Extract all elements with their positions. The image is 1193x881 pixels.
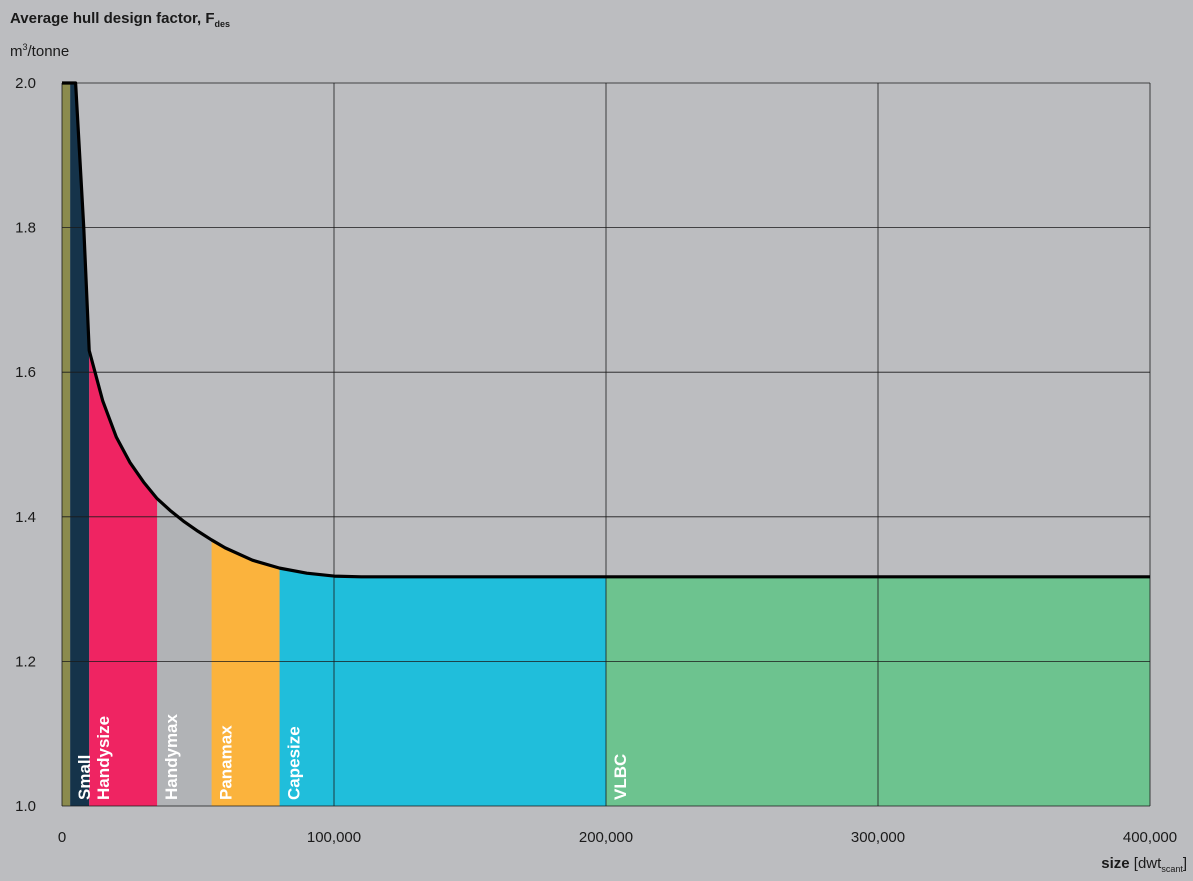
chart-title: Average hull design factor, Fdes — [10, 10, 230, 29]
x-axis-label: size [dwtscant] — [1101, 855, 1187, 874]
region-label-panamax: Panamax — [217, 725, 236, 800]
region-fill-small — [70, 83, 90, 806]
y-unit-rest: /tonne — [27, 43, 70, 60]
y-tick-labels: 1.0 1.2 1.4 1.6 1.8 2.0 — [15, 75, 36, 815]
y-unit-superscript: 3 — [22, 42, 28, 52]
y-tick-label: 1.8 — [15, 220, 36, 237]
curve-layer — [62, 81, 1150, 579]
region-fill-edge-0 — [62, 83, 71, 806]
design-factor-curve — [62, 81, 1150, 579]
x-label-unit-sub: scant — [1161, 864, 1183, 874]
x-tick-label: 0 — [58, 829, 66, 846]
region-label-small: Small — [75, 755, 94, 800]
y-tick-label: 1.4 — [15, 509, 36, 526]
grid-lines — [61, 82, 1151, 807]
x-tick-label: 400,000 — [1123, 829, 1177, 846]
region-fill-handymax — [157, 498, 212, 806]
region-fill-capesize — [279, 568, 606, 806]
region-fill-handysize — [89, 350, 158, 806]
y-tick-label: 1.6 — [15, 364, 36, 381]
x-tick-labels: 0 100,000 200,000 300,000 400,000 — [58, 829, 1177, 846]
region-fill-panamax — [211, 539, 280, 806]
y-tick-label: 1.2 — [15, 653, 36, 670]
y-unit-base: m — [10, 43, 23, 60]
region-label-vlbc: VLBC — [611, 754, 630, 800]
chart-title-text: Average hull design factor, F — [10, 10, 215, 27]
x-label-bold: size — [1101, 855, 1130, 872]
region-label-handysize: Handysize — [94, 716, 113, 800]
y-axis-unit: m3/tonne — [10, 42, 69, 60]
region-label-capesize: Capesize — [285, 726, 304, 800]
x-label-unit-close: ] — [1182, 855, 1187, 872]
x-label-unit-open: [dwt — [1133, 855, 1162, 872]
region-labels: Small Handysize Handymax Panamax Capesize VLB… — [75, 713, 630, 800]
x-tick-label: 300,000 — [851, 829, 905, 846]
region-label-handymax: Handymax — [162, 713, 181, 800]
x-tick-label: 100,000 — [307, 829, 361, 846]
y-tick-label: 1.0 — [15, 798, 36, 815]
y-tick-label: 2.0 — [15, 75, 36, 92]
x-tick-label: 200,000 — [579, 829, 633, 846]
chart-title-subscript: des — [214, 19, 231, 29]
